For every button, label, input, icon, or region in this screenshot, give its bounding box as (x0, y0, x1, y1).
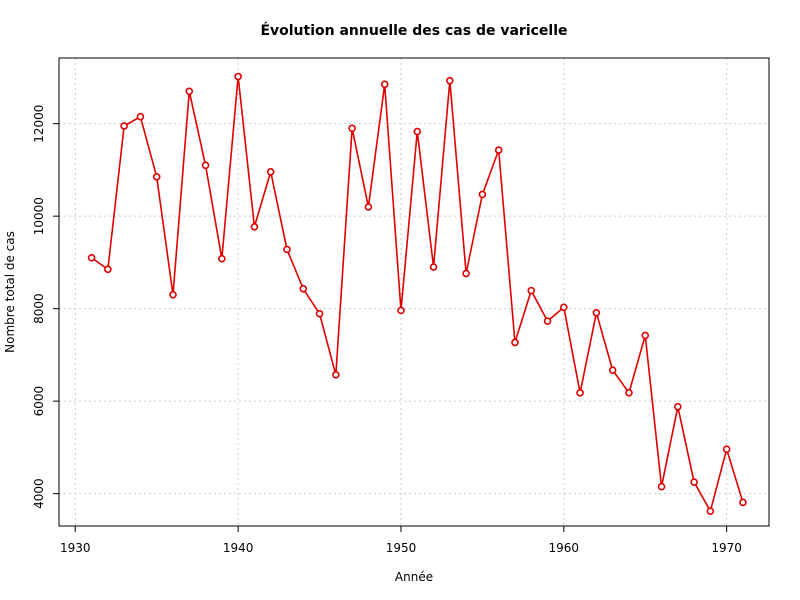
data-point (462, 269, 470, 278)
data-point (218, 254, 226, 263)
y-tick-label: 10000 (32, 197, 46, 235)
data-point (299, 284, 308, 293)
data-point (348, 124, 356, 133)
data-point (722, 445, 731, 454)
data-point (429, 263, 438, 271)
data-point (625, 389, 633, 397)
data-point (201, 161, 210, 170)
data-point (87, 253, 96, 262)
chart-title: Évolution annuelle des cas de varicelle (260, 22, 567, 39)
data-point (641, 331, 650, 340)
data-point (152, 173, 161, 181)
series-line (91, 76, 744, 514)
x-tick-label: 1930 (60, 541, 91, 555)
data-point (332, 370, 340, 379)
x-tick-label: 1970 (711, 541, 742, 555)
data-point (234, 72, 242, 81)
data-point (364, 203, 373, 211)
data-point (413, 127, 422, 136)
data-point (494, 146, 503, 154)
data-point (250, 222, 259, 231)
x-tick-label: 1940 (223, 541, 254, 555)
series-layer (87, 72, 747, 516)
data-point (543, 317, 552, 325)
data-point (706, 507, 715, 516)
data-point (120, 122, 128, 130)
data-point (592, 309, 601, 317)
y-axis-label: Nombre total de cas (3, 231, 17, 353)
data-point (169, 290, 177, 299)
data-point (380, 80, 389, 89)
data-point (560, 303, 568, 312)
data-point (185, 87, 194, 96)
data-point (674, 402, 682, 411)
x-tick-label: 1960 (549, 541, 580, 555)
data-point (511, 338, 519, 347)
data-point (478, 190, 487, 199)
data-point (136, 112, 145, 121)
data-point (104, 265, 112, 274)
data-point (446, 76, 454, 85)
grid-lines (59, 58, 769, 526)
y-tick-label: 8000 (32, 293, 46, 324)
data-point (657, 482, 666, 491)
data-point (527, 286, 536, 295)
data-point (283, 245, 291, 254)
x-tick-label: 1950 (386, 541, 417, 555)
data-point (576, 389, 584, 397)
axis-ticks: 1930 1940 1950 1960 1970 4000 6000 8000 10000 120… (32, 105, 742, 555)
plot-frame (58, 57, 770, 527)
data-point (397, 306, 405, 315)
data-point (690, 478, 698, 486)
data-point (266, 167, 275, 176)
y-tick-label: 6000 (32, 386, 46, 417)
data-point (739, 498, 747, 507)
data-point (315, 309, 324, 318)
data-point (608, 366, 617, 374)
y-tick-label: 12000 (32, 105, 46, 143)
x-axis-label: Année (395, 570, 433, 584)
y-tick-label: 4000 (32, 478, 46, 509)
